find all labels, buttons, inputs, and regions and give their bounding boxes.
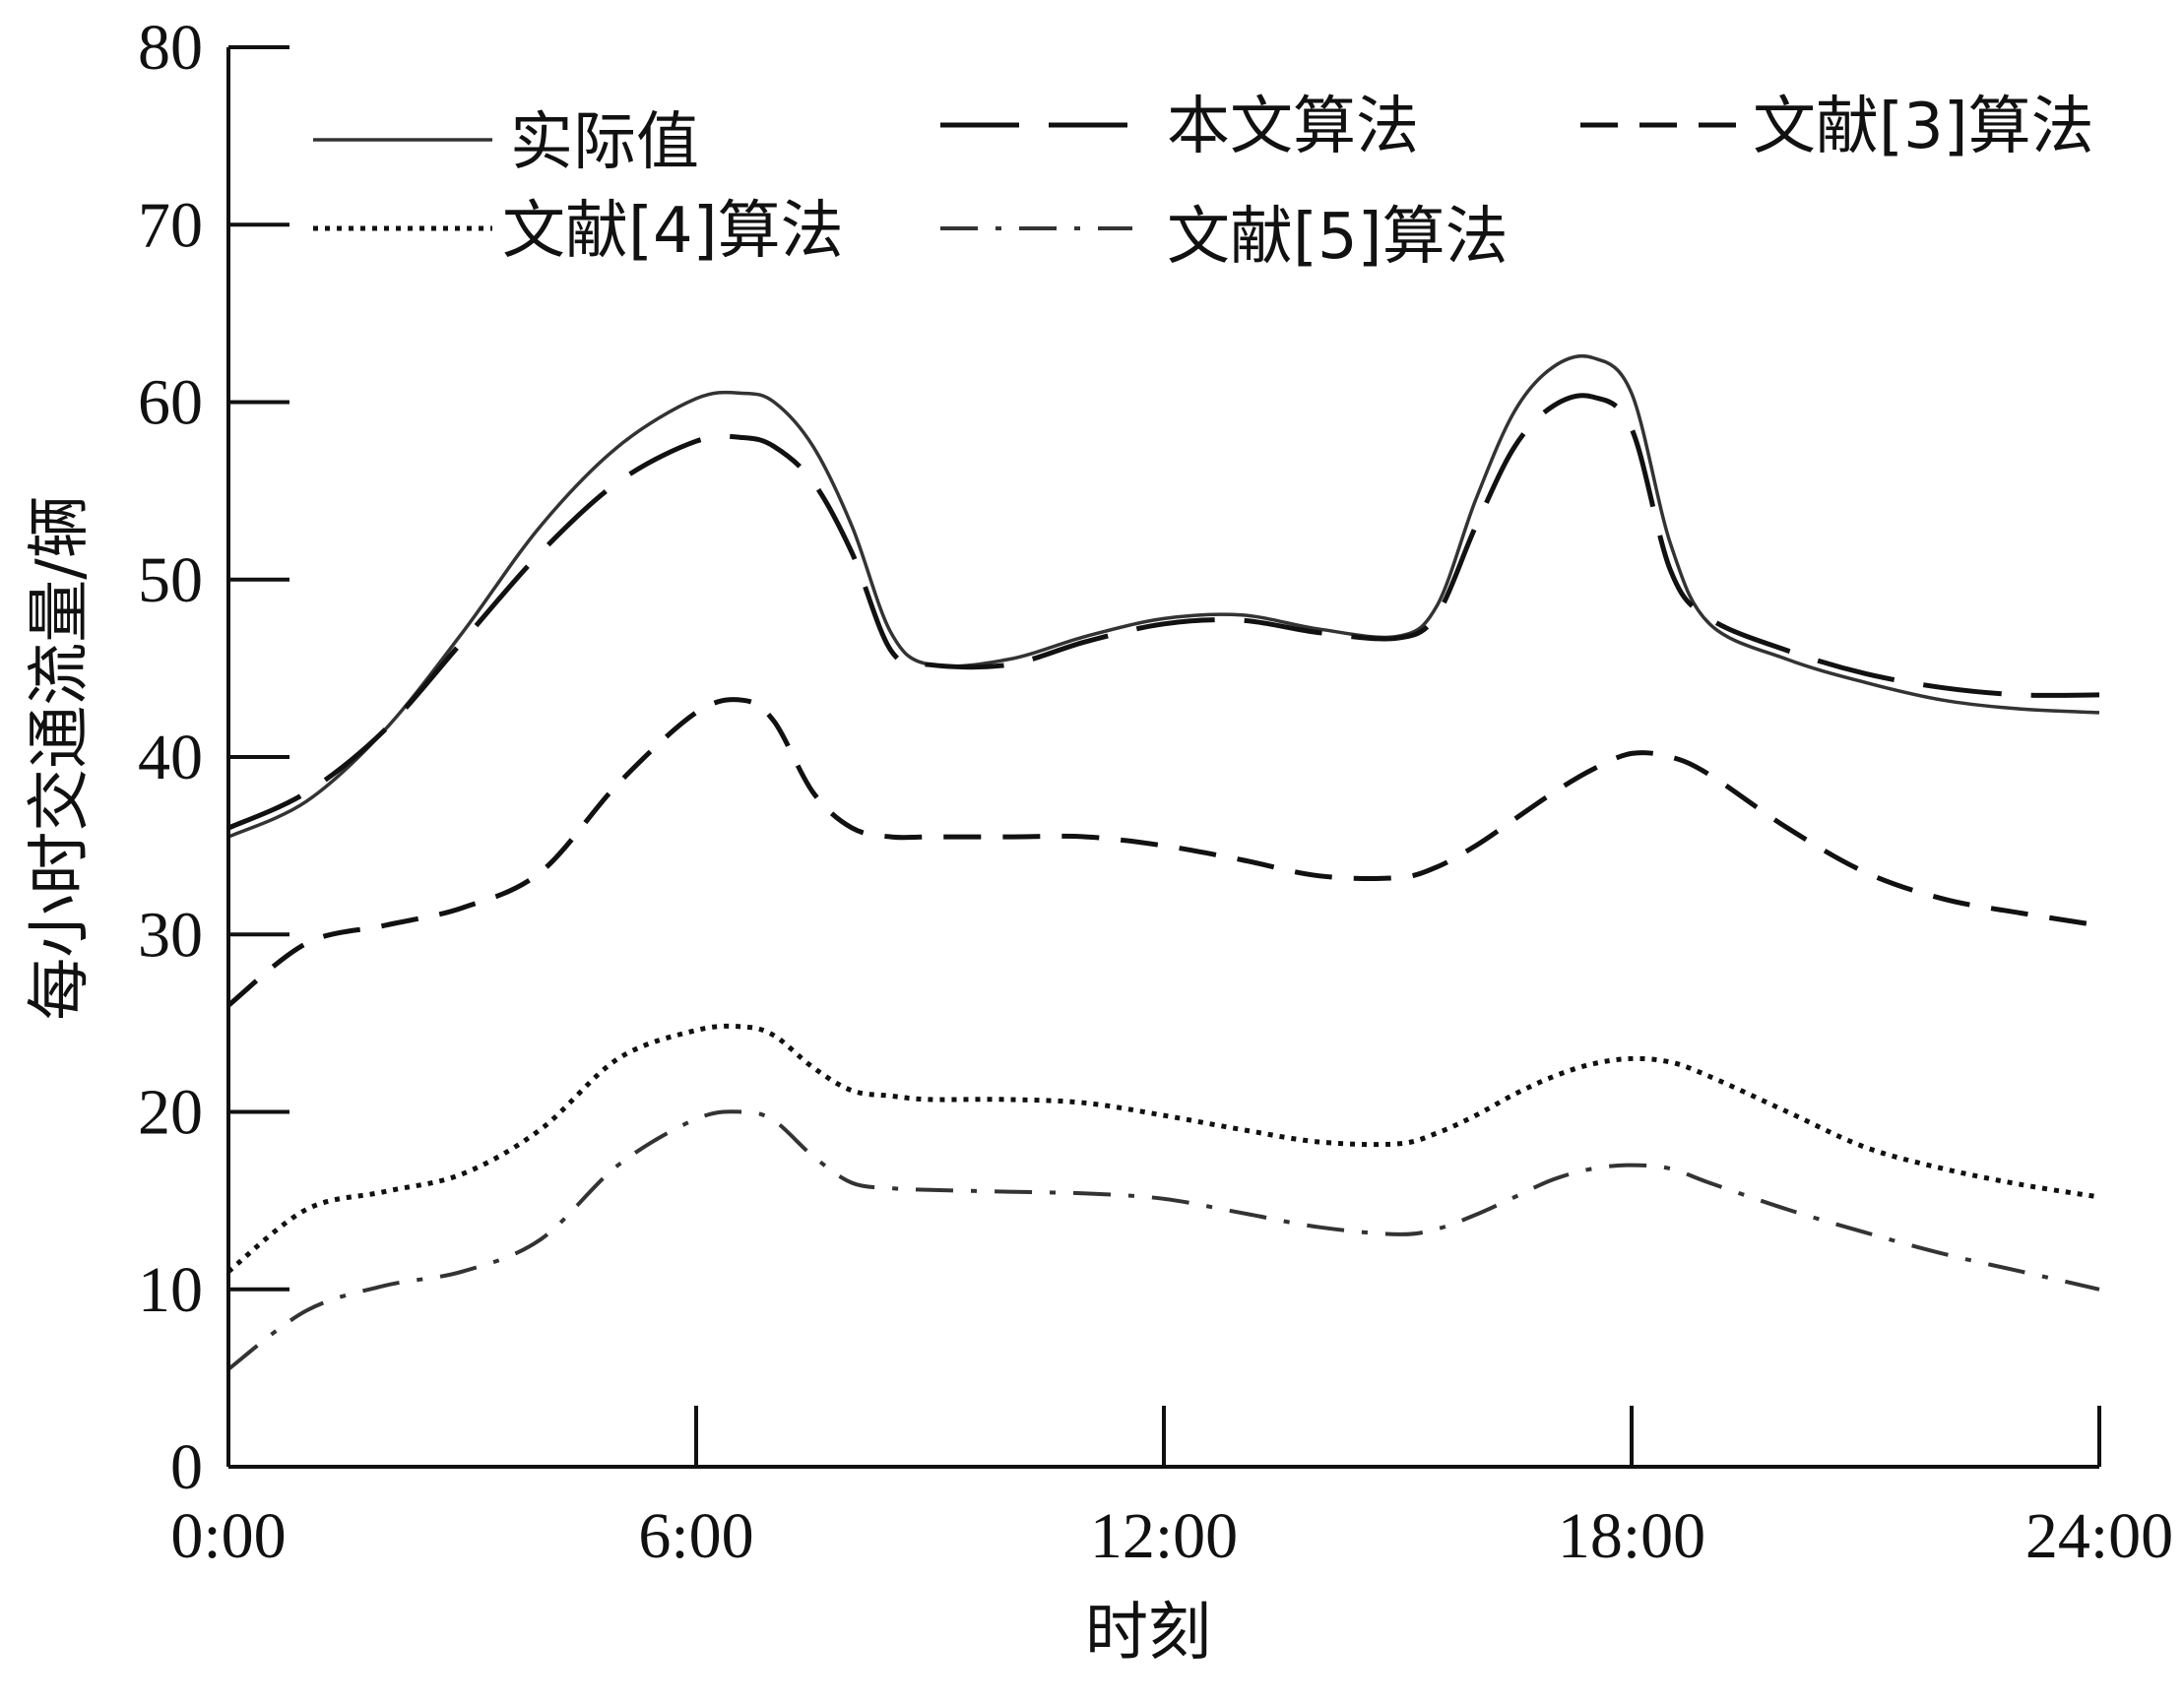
x-axis-title: 时刻 <box>1085 1597 1211 1670</box>
x-tick-label: 12:00 <box>1090 1500 1238 1572</box>
y-tick-label: 40 <box>138 722 203 793</box>
x-tick-label: 18:00 <box>1558 1500 1705 1572</box>
series-line-2 <box>226 393 2100 831</box>
series-line-5 <box>226 1109 2100 1371</box>
y-tick-label: 30 <box>138 899 203 971</box>
y-tick-label: 0 <box>170 1431 203 1503</box>
y-tick-label: 70 <box>138 189 203 261</box>
legend-label-4: 文献[4]算法 <box>502 195 844 268</box>
y-tick-label: 60 <box>138 367 203 439</box>
legend-label-5: 文献[5]算法 <box>1167 201 1509 274</box>
series-line-4 <box>226 1023 2100 1274</box>
ticks: 0 10 20 30 40 50 60 70 80 0:00 6:00 12:00 18:00 24:00 <box>138 12 2173 1572</box>
legend-label-3: 文献[3]算法 <box>1753 91 2094 163</box>
x-tick-label: 24:00 <box>2025 1500 2173 1572</box>
series-line-1 <box>227 353 2100 839</box>
x-tick-label: 6:00 <box>638 1500 753 1572</box>
y-axis-title: 每小时交通流量/辆 <box>24 495 96 1021</box>
y-tick-label: 50 <box>138 544 203 616</box>
legend-label-1: 实际值 <box>510 106 699 179</box>
y-tick-label: 80 <box>138 12 203 84</box>
y-tick-label: 10 <box>138 1254 203 1326</box>
plot-lines <box>226 353 2100 1371</box>
series-line-3 <box>226 697 2100 1008</box>
legend-label-2: 本文算法 <box>1167 91 1419 163</box>
y-tick-label: 20 <box>138 1077 203 1149</box>
x-tick-label: 0:00 <box>170 1500 286 1572</box>
